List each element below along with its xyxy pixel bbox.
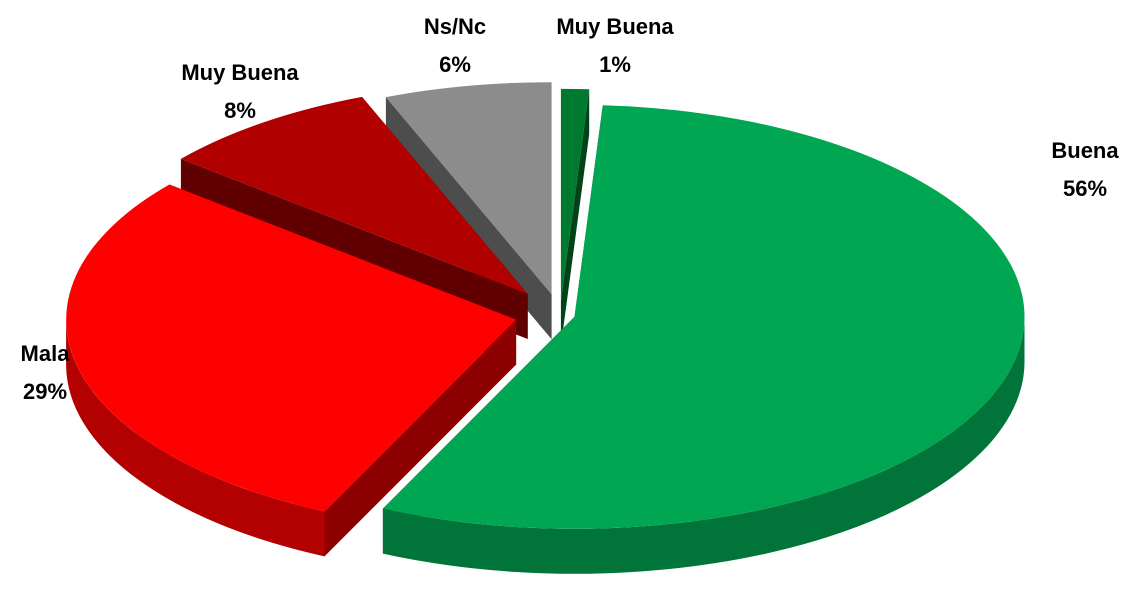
- slice: [382, 105, 1025, 529]
- slice-value-label: 6%: [439, 52, 471, 77]
- slice-label: Muy Buena: [181, 60, 299, 85]
- slice: [66, 184, 517, 512]
- slice-wall: [382, 316, 1025, 574]
- slice-value-label: 29%: [23, 379, 67, 404]
- slice-label: Buena: [1051, 138, 1119, 163]
- slice-value-label: 8%: [224, 98, 256, 123]
- slice: [385, 82, 552, 295]
- slice-label: Mala: [21, 341, 71, 366]
- slice-wall: [66, 319, 325, 557]
- slice-side: [324, 319, 517, 557]
- slice-value-label: 1%: [599, 52, 631, 77]
- slice-label: Ns/Nc: [424, 14, 486, 39]
- slice-value-label: 56%: [1063, 176, 1107, 201]
- slice-side: [560, 89, 590, 346]
- slice: [180, 96, 528, 295]
- slice: [560, 88, 590, 301]
- slice-label: Muy Buena: [556, 14, 674, 39]
